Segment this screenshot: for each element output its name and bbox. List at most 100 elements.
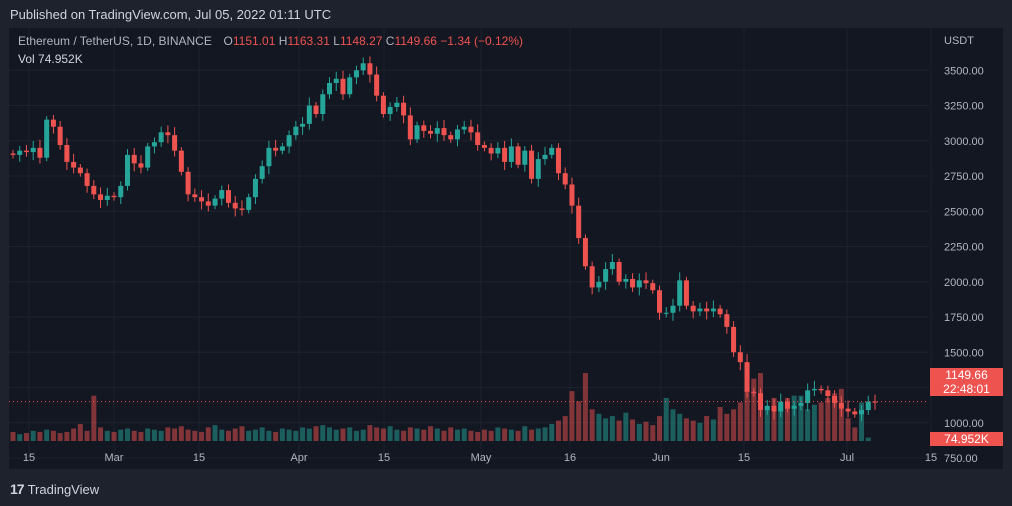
candle-body <box>616 262 622 282</box>
volume-bar <box>838 388 844 441</box>
candle-body <box>37 147 43 158</box>
candle-body <box>104 195 110 200</box>
candle-body <box>226 190 231 203</box>
volume-bar <box>650 425 656 441</box>
volume-bar <box>192 430 198 441</box>
volume-bar <box>542 427 548 441</box>
x-tick-label: Jun <box>652 452 670 464</box>
candle-body <box>172 135 178 151</box>
candle-body <box>582 238 588 267</box>
candle-body <box>327 82 333 95</box>
candle-body <box>313 105 319 114</box>
candle-body <box>845 408 851 412</box>
candle-body <box>690 305 696 312</box>
volume-bar <box>387 426 393 441</box>
candle-body <box>542 154 548 160</box>
x-tick-label: 15 <box>193 452 205 464</box>
volume-bar <box>145 428 151 441</box>
volume-bar <box>279 428 285 441</box>
candle-body <box>50 119 56 127</box>
candlestick-chart[interactable]: 750.001000.001250.001500.001750.002000.0… <box>9 28 1003 469</box>
volume-bar <box>778 403 784 441</box>
tradingview-footer[interactable]: 17 TradingView <box>10 481 99 497</box>
candle-body <box>481 145 487 148</box>
open-value: 1151.01 <box>232 34 276 48</box>
volume-bar <box>744 388 750 441</box>
candle-body <box>704 308 710 312</box>
symbol-label[interactable]: Ethereum / TetherUS, 1D, BINANCE <box>18 34 212 48</box>
candle-body <box>596 281 602 288</box>
close-label: C <box>385 34 395 48</box>
volume-bar <box>589 409 595 441</box>
change-value: −1.34 (−0.12%) <box>440 34 524 48</box>
candle-body <box>185 171 191 195</box>
y-tick-label: 3000.00 <box>944 136 984 148</box>
candle-body <box>441 128 447 136</box>
candle-body <box>569 184 575 206</box>
candle-body <box>744 362 750 392</box>
volume-bar <box>327 427 333 441</box>
bar-countdown: 22:48:01 <box>943 382 990 396</box>
vol-value: 74.952K <box>38 52 83 66</box>
volume-bar <box>84 430 90 441</box>
volume-bar <box>596 413 602 441</box>
volume-bar <box>286 429 292 441</box>
volume-bar <box>441 430 447 441</box>
volume-bar <box>313 426 319 441</box>
volume-bar <box>582 373 588 441</box>
volume-bar <box>199 431 205 441</box>
candle-body <box>535 159 541 179</box>
x-tick-label: 15 <box>925 452 937 464</box>
candle-body <box>64 145 70 162</box>
volume-bar <box>852 427 858 441</box>
volume-bar <box>690 420 696 441</box>
volume-bar <box>522 426 528 441</box>
volume-bar <box>495 427 501 441</box>
volume-bar <box>17 434 23 441</box>
candle-body <box>448 135 454 140</box>
volume-bar <box>784 397 790 441</box>
x-tick-label: 15 <box>23 452 35 464</box>
y-tick-label: 2750.00 <box>944 171 984 183</box>
volume-bar <box>118 429 124 441</box>
candle-body <box>508 146 514 162</box>
chart-area[interactable]: 750.001000.001250.001500.001750.002000.0… <box>9 28 1003 469</box>
volume-bar <box>677 413 683 441</box>
volume-bar <box>502 428 508 441</box>
volume-bar <box>30 430 36 441</box>
volume-bar <box>98 427 104 441</box>
candle-body <box>576 205 582 239</box>
volume-bar <box>818 402 824 441</box>
candle-body <box>872 401 878 403</box>
candle-body <box>818 388 824 391</box>
volume-bar <box>845 418 851 441</box>
x-tick-label: 15 <box>378 452 390 464</box>
candle-body <box>650 283 656 291</box>
candle-body <box>643 280 649 284</box>
volume-bar <box>131 430 137 441</box>
volume-bar <box>616 420 622 441</box>
candle-body <box>657 290 662 313</box>
volume-bar <box>515 430 521 441</box>
volume-bar <box>44 429 50 441</box>
candle-body <box>502 147 508 162</box>
high-value: 1163.31 <box>287 34 330 48</box>
candle-body <box>623 278 629 282</box>
candle-body <box>683 280 689 306</box>
volume-bar <box>124 428 130 441</box>
volume-bar <box>475 431 481 441</box>
volume-bar <box>10 431 16 441</box>
volume-bar <box>448 427 454 441</box>
y-tick-label: 2000.00 <box>944 277 984 289</box>
candle-body <box>138 163 144 168</box>
candle-body <box>710 308 716 312</box>
volume-bar <box>367 425 373 441</box>
candle-body <box>273 147 279 151</box>
candle-body <box>320 94 326 114</box>
candle-body <box>428 130 434 134</box>
y-tick-label: 2250.00 <box>944 242 984 254</box>
candle-body <box>387 106 393 114</box>
candle-body <box>205 201 211 206</box>
candle-body <box>10 153 16 155</box>
candle-body <box>17 150 23 155</box>
